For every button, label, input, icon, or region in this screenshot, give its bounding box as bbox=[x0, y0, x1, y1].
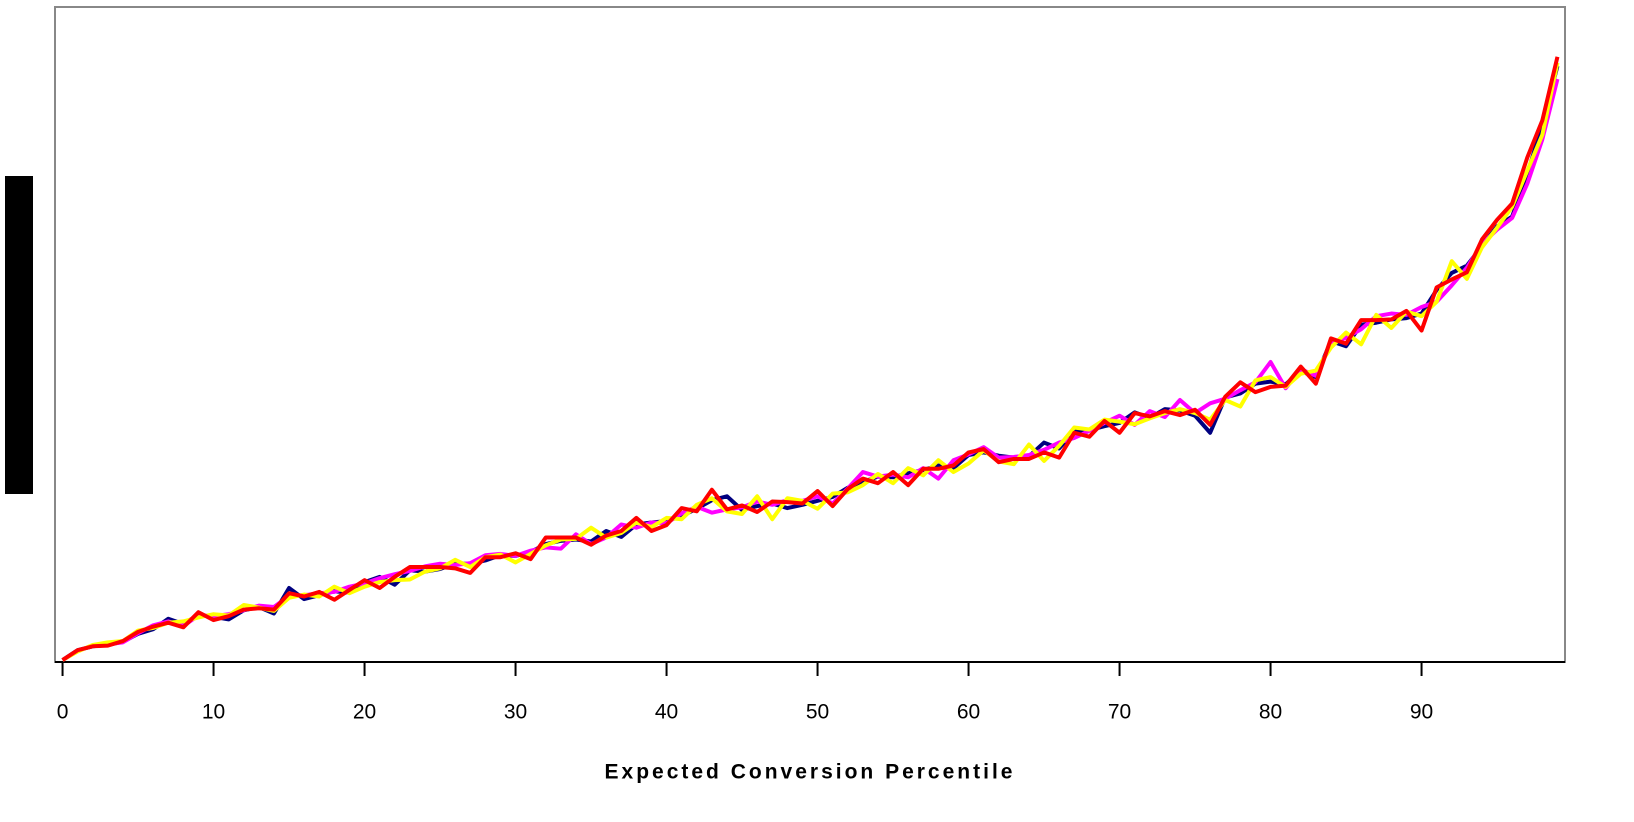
x-tick-label: 10 bbox=[202, 701, 225, 724]
x-tick-label: 30 bbox=[504, 701, 527, 724]
plot-area bbox=[54, 6, 1566, 663]
redacted-axis-label bbox=[5, 176, 33, 494]
x-tick-label: 20 bbox=[353, 701, 376, 724]
x-tick-label: 0 bbox=[57, 701, 69, 724]
x-tick-label: 80 bbox=[1259, 701, 1282, 724]
x-tick-label: 50 bbox=[806, 701, 829, 724]
series-line bbox=[61, 56, 1560, 662]
x-tick-label: 40 bbox=[655, 701, 678, 724]
x-tick-label: 90 bbox=[1410, 701, 1433, 724]
x-tick-label: 70 bbox=[1108, 701, 1131, 724]
x-tick-label: 60 bbox=[957, 701, 980, 724]
x-axis-title: Expected Conversion Percentile bbox=[605, 761, 1016, 784]
